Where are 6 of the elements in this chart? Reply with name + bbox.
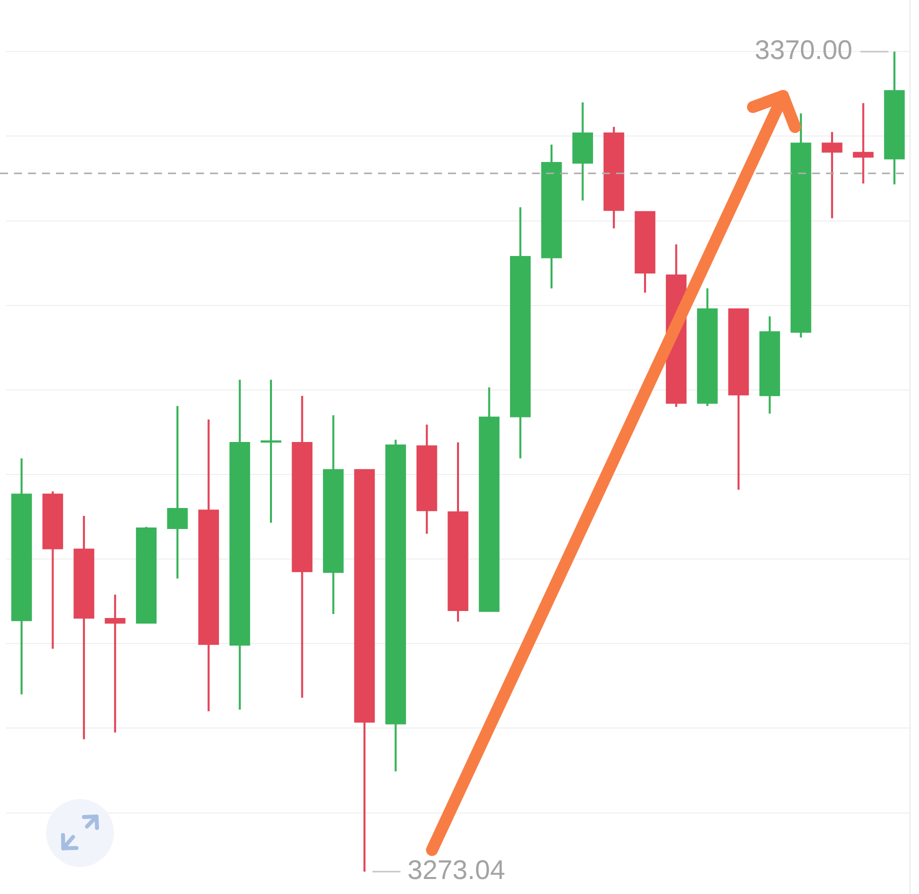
candlestick <box>852 102 874 185</box>
candlestick <box>104 594 126 734</box>
candlestick <box>167 404 188 580</box>
annotation: 3273.04 <box>407 855 506 886</box>
candlestick <box>822 130 842 220</box>
annotation: 3370.00 <box>754 35 852 66</box>
